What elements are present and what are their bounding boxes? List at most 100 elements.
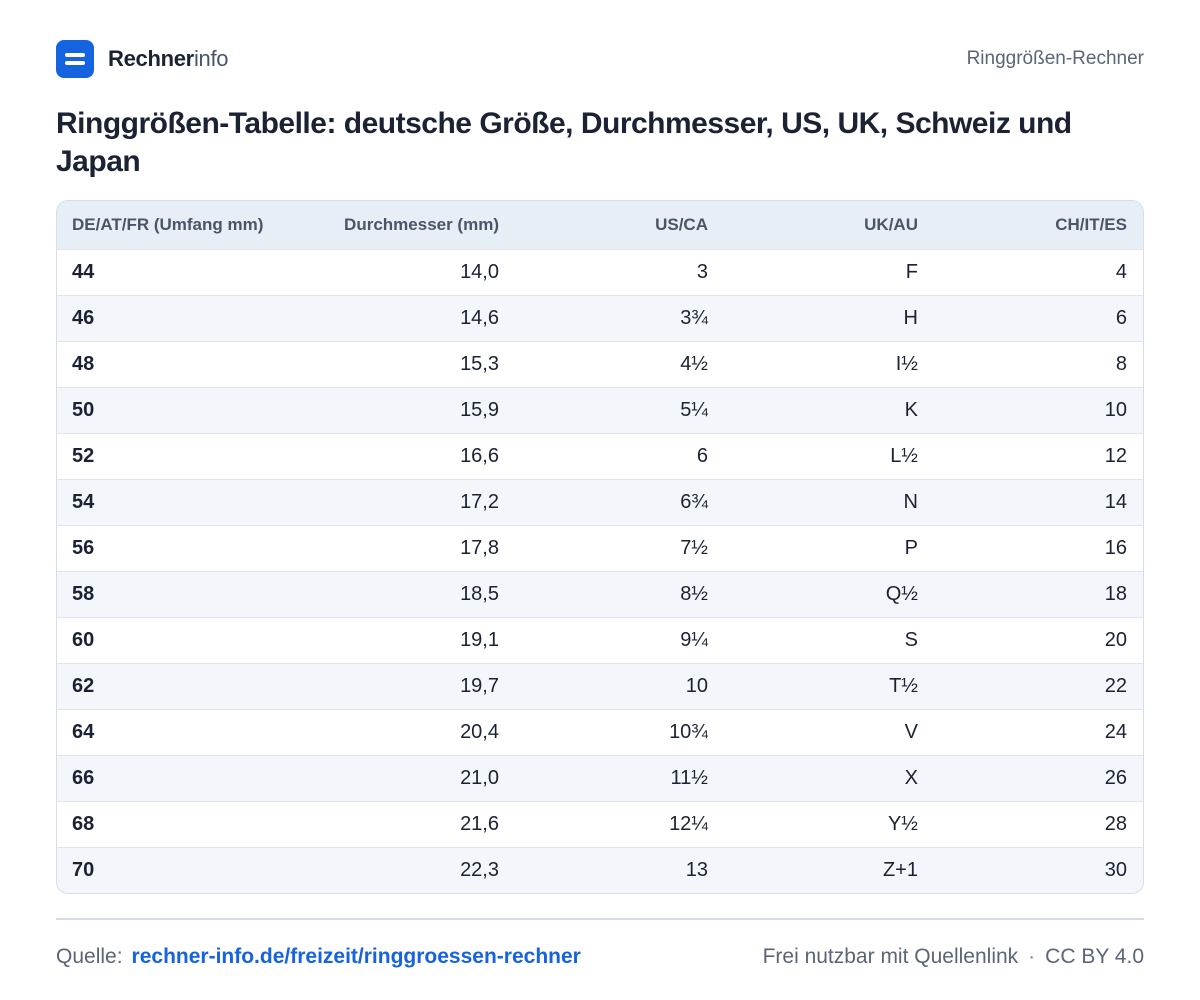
column-header-ch: CH/IT/ES	[1055, 214, 1127, 234]
ch-size-cell: 12	[1104, 444, 1127, 467]
table-row: 52 16,6 6 L½ 12	[57, 433, 1143, 479]
de-size-cell: 52	[72, 444, 95, 467]
uk-size-cell: I½	[895, 352, 918, 375]
de-size-cell: 64	[72, 720, 95, 743]
source: Quelle: rechner-info.de/freizeit/ringgro…	[56, 945, 581, 969]
diameter-cell: 20,4	[460, 720, 499, 743]
us-size-cell: 8½	[680, 582, 708, 605]
column-header-uk: UK/AU	[864, 214, 918, 234]
table-row: 70 22,3 13 Z+1 30	[57, 847, 1143, 893]
de-size-cell: 54	[72, 490, 95, 513]
table-row: 58 18,5 8½ Q½ 18	[57, 571, 1143, 617]
ch-size-cell: 14	[1104, 490, 1127, 513]
diameter-cell: 19,7	[460, 674, 499, 697]
uk-size-cell: X	[904, 766, 918, 789]
logo-bar-top	[65, 53, 85, 57]
uk-size-cell: V	[904, 720, 918, 743]
us-size-cell: 6¾	[680, 490, 708, 513]
footer-divider	[56, 918, 1144, 920]
de-size-cell: 62	[72, 674, 95, 697]
ch-size-cell: 8	[1115, 352, 1127, 375]
diameter-cell: 14,0	[460, 260, 499, 283]
ch-size-cell: 18	[1104, 582, 1127, 605]
us-size-cell: 7½	[680, 536, 708, 559]
us-size-cell: 3	[696, 260, 708, 283]
diameter-cell: 14,6	[460, 306, 499, 329]
us-size-cell: 9¼	[680, 628, 708, 651]
equals-logo-icon	[56, 40, 94, 78]
header: Rechnerinfo Ringgrößen-Rechner	[56, 40, 1144, 78]
source-link[interactable]: rechner-info.de/freizeit/ringgroessen-re…	[131, 945, 581, 968]
column-header-us: US/CA	[655, 214, 708, 234]
diameter-cell: 22,3	[460, 858, 499, 881]
uk-size-cell: S	[904, 628, 918, 651]
ch-size-cell: 6	[1115, 306, 1127, 329]
uk-size-cell: F	[905, 260, 918, 283]
diameter-cell: 21,6	[460, 812, 499, 835]
table-row: 68 21,6 12¼ Y½ 28	[57, 801, 1143, 847]
calculator-name: Ringgrößen-Rechner	[966, 48, 1144, 69]
uk-size-cell: L½	[890, 444, 918, 467]
diameter-cell: 19,1	[460, 628, 499, 651]
uk-size-cell: Q½	[885, 582, 918, 605]
us-size-cell: 3¾	[680, 306, 708, 329]
diameter-cell: 15,9	[460, 398, 499, 421]
de-size-cell: 56	[72, 536, 95, 559]
diameter-cell: 15,3	[460, 352, 499, 375]
us-size-cell: 11½	[670, 766, 708, 789]
diameter-cell: 21,0	[460, 766, 499, 789]
ring-size-table: DE/AT/FR (Umfang mm) Durchmesser (mm) US…	[57, 201, 1143, 893]
us-size-cell: 10¾	[669, 720, 708, 743]
uk-size-cell: Z+1	[882, 858, 918, 881]
ch-size-cell: 28	[1104, 812, 1127, 835]
uk-size-cell: P	[904, 536, 918, 559]
ch-size-cell: 10	[1104, 398, 1127, 421]
logo-bar-bottom	[65, 61, 85, 65]
de-size-cell: 70	[72, 858, 95, 881]
footer: Quelle: rechner-info.de/freizeit/ringgro…	[56, 940, 1144, 974]
de-size-cell: 50	[72, 398, 95, 421]
de-size-cell: 46	[72, 306, 95, 329]
brand[interactable]: Rechnerinfo	[56, 40, 229, 78]
license-name: CC BY 4.0	[1045, 945, 1144, 968]
diameter-cell: 16,6	[460, 444, 499, 467]
table-row: 44 14,0 3 F 4	[57, 249, 1143, 295]
us-size-cell: 5¼	[680, 398, 708, 421]
diameter-cell: 17,2	[460, 490, 499, 513]
column-header-diameter: Durchmesser (mm)	[344, 214, 499, 234]
page-title: Ringgrößen-Tabelle: deutsche Größe, Durc…	[56, 107, 1072, 178]
ch-size-cell: 24	[1104, 720, 1127, 743]
license-info: Frei nutzbar mit Quellenlink · CC BY 4.0	[763, 945, 1144, 969]
table-row: 50 15,9 5¼ K 10	[57, 387, 1143, 433]
uk-size-cell: T½	[889, 674, 918, 697]
source-label: Quelle:	[56, 945, 123, 968]
us-size-cell: 12¼	[669, 812, 708, 835]
ring-size-table-card: DE/AT/FR (Umfang mm) Durchmesser (mm) US…	[56, 200, 1144, 894]
table-row: 48 15,3 4½ I½ 8	[57, 341, 1143, 387]
us-size-cell: 6	[696, 444, 708, 467]
diameter-cell: 17,8	[460, 536, 499, 559]
ch-size-cell: 22	[1104, 674, 1127, 697]
us-size-cell: 13	[685, 858, 708, 881]
us-size-cell: 4½	[680, 352, 708, 375]
de-size-cell: 66	[72, 766, 95, 789]
brand-name: Rechnerinfo	[108, 46, 229, 72]
de-size-cell: 44	[72, 260, 95, 283]
table-header-row: DE/AT/FR (Umfang mm) Durchmesser (mm) US…	[57, 201, 1143, 249]
table-row: 54 17,2 6¾ N 14	[57, 479, 1143, 525]
separator-dot: ·	[1028, 945, 1036, 968]
de-size-cell: 48	[72, 352, 95, 375]
ch-size-cell: 20	[1104, 628, 1127, 651]
table-row: 66 21,0 11½ X 26	[57, 755, 1143, 801]
table-row: 46 14,6 3¾ H 6	[57, 295, 1143, 341]
table-row: 60 19,1 9¼ S 20	[57, 617, 1143, 663]
de-size-cell: 60	[72, 628, 95, 651]
table-body: 44 14,0 3 F 4 46 14,6 3¾ H 6 48 15,3 4½ I½ 8 50 15,9 5¼ K 1…	[57, 249, 1143, 893]
us-size-cell: 10	[685, 674, 708, 697]
ch-size-cell: 4	[1115, 260, 1127, 283]
table-row: 62 19,7 10 T½ 22	[57, 663, 1143, 709]
ch-size-cell: 16	[1104, 536, 1127, 559]
de-size-cell: 68	[72, 812, 95, 835]
table-row: 56 17,8 7½ P 16	[57, 525, 1143, 571]
diameter-cell: 18,5	[460, 582, 499, 605]
